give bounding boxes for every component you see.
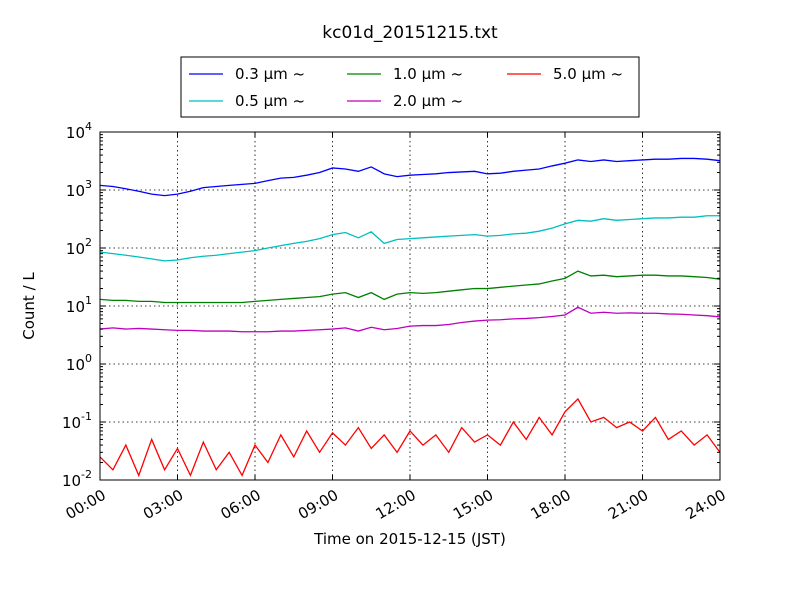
y-tick-exponent: -2 bbox=[81, 468, 92, 481]
x-tick-label: 24:00 bbox=[682, 486, 728, 523]
y-tick-base: 10 bbox=[66, 182, 85, 200]
y-tick-base: 10 bbox=[66, 124, 85, 142]
y-tick-label: 102 bbox=[66, 236, 92, 258]
series-line-3 bbox=[99, 306, 721, 333]
series-line-0 bbox=[99, 157, 721, 197]
y-tick-label: 10-1 bbox=[62, 410, 92, 432]
y-tick-base: 10 bbox=[62, 414, 81, 432]
x-tick-label: 03:00 bbox=[140, 486, 186, 523]
legend-label-4: 5.0 µm ~ bbox=[553, 65, 623, 83]
x-axis-label: Time on 2015-12-15 (JST) bbox=[313, 530, 506, 548]
legend: 0.3 µm ~ 0.5 µm ~ 1.0 µm ~ 2.0 µm ~ 5.0 µm ~ bbox=[180, 56, 640, 118]
y-tick-exponent: 0 bbox=[85, 352, 92, 365]
legend-label-0: 0.3 µm ~ bbox=[235, 65, 305, 83]
legend-box bbox=[180, 56, 640, 118]
x-tick-label: 09:00 bbox=[295, 486, 341, 523]
y-tick-label: 103 bbox=[66, 178, 92, 200]
legend-label-1: 0.5 µm ~ bbox=[235, 92, 305, 110]
y-tick-base: 10 bbox=[62, 472, 81, 490]
x-tick-label: 06:00 bbox=[217, 486, 263, 523]
y-tick-label: 10-2 bbox=[62, 468, 92, 490]
series-line-1 bbox=[99, 215, 720, 262]
y-tick-exponent: 1 bbox=[85, 294, 92, 307]
grid bbox=[100, 132, 720, 480]
legend-label-2: 1.0 µm ~ bbox=[393, 65, 463, 83]
y-axis-label: Count / L bbox=[20, 272, 38, 340]
x-tick-label: 15:00 bbox=[450, 486, 496, 523]
chart-title: kc01d_20151215.txt bbox=[322, 23, 498, 43]
y-tick-label: 101 bbox=[66, 294, 92, 316]
series-line-2 bbox=[99, 270, 721, 304]
y-tick-base: 10 bbox=[66, 240, 85, 258]
y-tick-base: 10 bbox=[66, 298, 85, 316]
y-tick-base: 10 bbox=[66, 356, 85, 374]
x-tick-label: 21:00 bbox=[605, 486, 651, 523]
x-tick-label: 12:00 bbox=[372, 486, 418, 523]
y-tick-exponent: 2 bbox=[85, 236, 92, 249]
series-lines bbox=[99, 157, 721, 478]
y-tick-exponent: 3 bbox=[85, 178, 92, 191]
y-tick-label: 104 bbox=[66, 120, 92, 142]
y-tick-exponent: -1 bbox=[81, 410, 92, 423]
series-line-4 bbox=[99, 397, 721, 478]
x-tick-label: 18:00 bbox=[527, 486, 573, 523]
x-tick-label: 00:00 bbox=[62, 486, 108, 523]
y-tick-label: 100 bbox=[66, 352, 92, 374]
y-tick-exponent: 4 bbox=[85, 120, 92, 133]
legend-label-3: 2.0 µm ~ bbox=[393, 92, 463, 110]
